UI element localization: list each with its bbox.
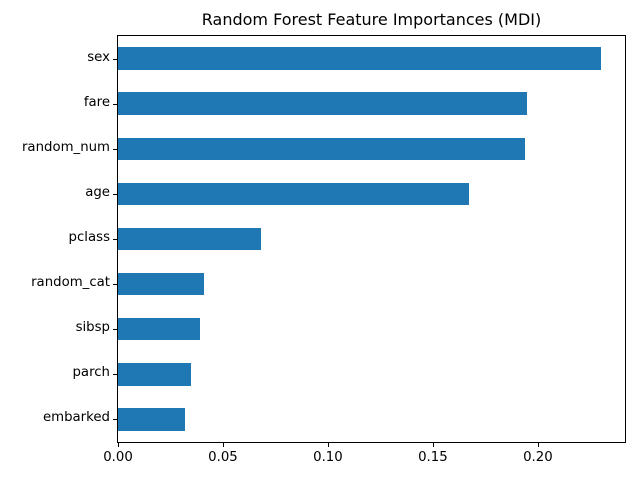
y-tick-label-fare: fare <box>83 94 110 110</box>
bar-pclass <box>118 227 261 251</box>
x-tick-label-0.00: 0.00 <box>103 450 133 465</box>
y-tick-mark-random_num <box>113 148 117 150</box>
x-tick-mark-0.05 <box>222 443 224 447</box>
y-tick-mark-sex <box>113 58 117 60</box>
y-tick-label-pclass: pclass <box>68 230 110 245</box>
x-tick-mark-0.10 <box>327 443 329 447</box>
y-tick-label-parch: parch <box>72 365 110 381</box>
y-tick-mark-age <box>113 193 117 195</box>
x-tick-mark-0.15 <box>432 443 434 447</box>
y-tick-mark-pclass <box>113 239 117 240</box>
chart-title: Random Forest Feature Importances (MDI) <box>201 10 542 29</box>
y-tick-mark-random_cat <box>113 284 117 286</box>
y-tick-label-random_num: random_num <box>21 139 110 155</box>
bar-random_cat <box>118 272 205 296</box>
x-tick-label-0.20: 0.20 <box>523 450 553 465</box>
x-tick-label-0.05: 0.05 <box>208 450 238 465</box>
bar-sex <box>118 47 601 70</box>
bar-embarked <box>118 408 186 431</box>
bar-parch <box>118 363 192 386</box>
bar-age <box>118 182 469 206</box>
x-tick-mark-0.00 <box>118 443 119 447</box>
y-tick-label-random_cat: random_cat <box>31 275 110 291</box>
bar-sibsp <box>118 317 200 341</box>
y-tick-label-age: age <box>85 184 110 200</box>
x-tick-mark-0.20 <box>537 443 539 447</box>
bar-random_num <box>118 137 526 161</box>
y-tick-mark-parch <box>113 374 117 376</box>
y-tick-label-sex: sex <box>87 49 110 65</box>
y-tick-label-embarked: embarked <box>42 410 110 426</box>
y-tick-mark-sibsp <box>113 329 117 331</box>
bar-fare <box>118 92 528 115</box>
y-tick-label-sibsp: sibsp <box>75 320 110 336</box>
y-tick-mark-fare <box>113 103 117 105</box>
x-tick-label-0.10: 0.10 <box>313 450 343 465</box>
y-tick-mark-embarked <box>113 419 117 421</box>
x-tick-label-0.15: 0.15 <box>418 450 448 465</box>
